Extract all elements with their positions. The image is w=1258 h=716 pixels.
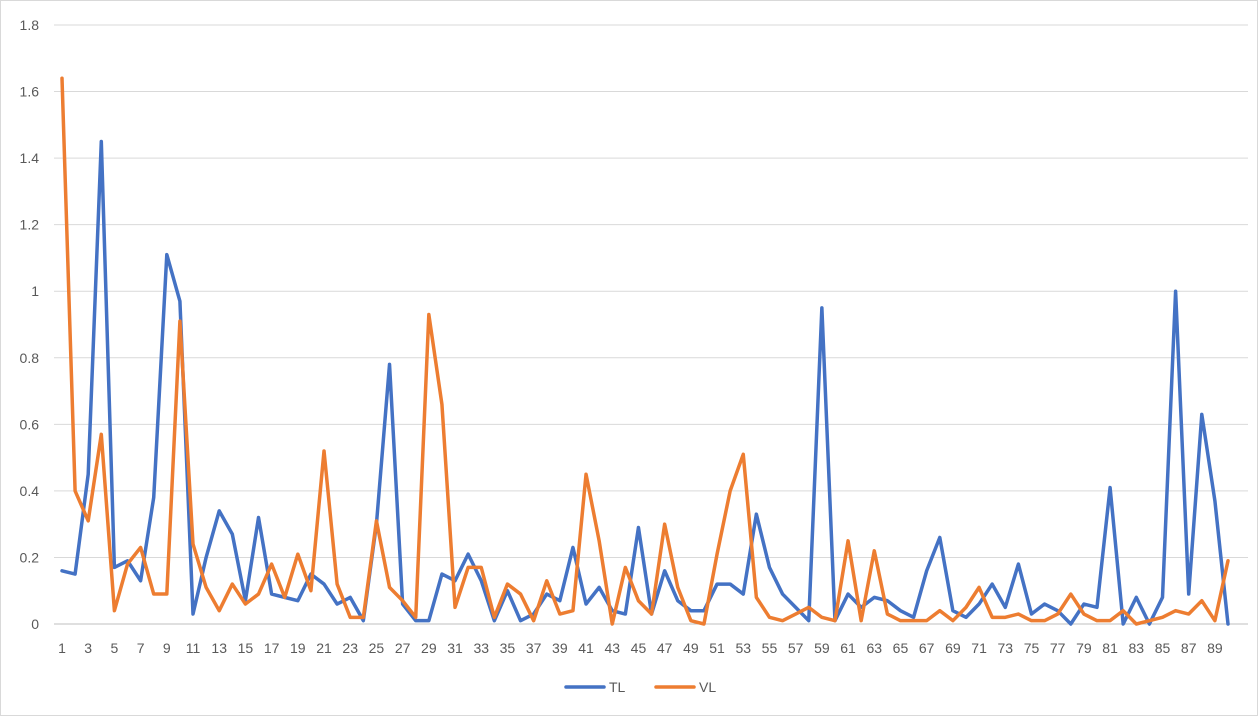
x-tick-label: 25 bbox=[369, 640, 385, 656]
y-tick-label: 0.8 bbox=[20, 350, 40, 366]
x-tick-label: 9 bbox=[163, 640, 171, 656]
x-tick-label: 65 bbox=[893, 640, 909, 656]
x-tick-label: 21 bbox=[316, 640, 332, 656]
legend-label-tl: TL bbox=[609, 679, 626, 695]
x-tick-label: 37 bbox=[526, 640, 542, 656]
x-tick-label: 63 bbox=[866, 640, 882, 656]
x-tick-label: 51 bbox=[709, 640, 725, 656]
x-tick-label: 77 bbox=[1050, 640, 1066, 656]
y-tick-label: 0.6 bbox=[20, 416, 40, 432]
x-tick-label: 87 bbox=[1181, 640, 1197, 656]
x-tick-label: 7 bbox=[137, 640, 145, 656]
x-axis-tick-labels: 1 3 5 7 9 11 13 15 17 19 21 23 25 27 29 31 33 35 37 39 41 43 4… bbox=[58, 640, 1223, 656]
x-tick-label: 89 bbox=[1207, 640, 1223, 656]
y-tick-label: 1 bbox=[31, 283, 39, 299]
x-tick-label: 73 bbox=[997, 640, 1013, 656]
x-tick-label: 29 bbox=[421, 640, 437, 656]
y-axis-tick-labels: 0 0.2 0.4 0.6 0.8 1 1.2 1.4 1.6 1.8 bbox=[20, 17, 40, 632]
x-tick-label: 3 bbox=[84, 640, 92, 656]
series-line-tl bbox=[60, 139, 1230, 626]
x-tick-label: 61 bbox=[840, 640, 856, 656]
x-tick-label: 81 bbox=[1102, 640, 1118, 656]
x-tick-label: 83 bbox=[1129, 640, 1145, 656]
x-tick-label: 67 bbox=[919, 640, 935, 656]
x-tick-label: 33 bbox=[473, 640, 489, 656]
legend: TL VL bbox=[564, 679, 716, 695]
x-tick-label: 79 bbox=[1076, 640, 1092, 656]
x-tick-label: 49 bbox=[683, 640, 699, 656]
x-tick-label: 35 bbox=[500, 640, 516, 656]
legend-label-vl: VL bbox=[699, 679, 716, 695]
x-tick-label: 39 bbox=[552, 640, 568, 656]
x-tick-label: 15 bbox=[238, 640, 254, 656]
x-tick-label: 85 bbox=[1155, 640, 1171, 656]
x-tick-label: 75 bbox=[1024, 640, 1040, 656]
x-tick-label: 13 bbox=[211, 640, 227, 656]
y-tick-label: 1.2 bbox=[20, 217, 40, 233]
x-tick-label: 47 bbox=[657, 640, 673, 656]
x-tick-label: 59 bbox=[814, 640, 830, 656]
y-tick-label: 1.8 bbox=[20, 17, 40, 33]
x-tick-label: 53 bbox=[735, 640, 751, 656]
y-tick-label: 0 bbox=[31, 616, 39, 632]
y-tick-label: 1.4 bbox=[20, 150, 40, 166]
x-tick-label: 41 bbox=[578, 640, 594, 656]
y-tick-label: 0.4 bbox=[20, 483, 40, 499]
series-lines bbox=[60, 76, 1230, 626]
x-tick-label: 17 bbox=[264, 640, 280, 656]
x-tick-label: 1 bbox=[58, 640, 66, 656]
x-tick-label: 23 bbox=[342, 640, 358, 656]
x-tick-label: 31 bbox=[447, 640, 463, 656]
series-line-vl bbox=[60, 76, 1230, 626]
x-tick-label: 19 bbox=[290, 640, 306, 656]
x-tick-label: 69 bbox=[945, 640, 961, 656]
x-tick-label: 11 bbox=[186, 640, 201, 656]
y-tick-label: 0.2 bbox=[20, 549, 40, 565]
y-tick-label: 1.6 bbox=[20, 84, 40, 100]
x-tick-label: 5 bbox=[111, 640, 119, 656]
x-tick-label: 27 bbox=[395, 640, 411, 656]
x-tick-label: 45 bbox=[631, 640, 647, 656]
x-tick-label: 55 bbox=[762, 640, 778, 656]
x-tick-label: 43 bbox=[604, 640, 620, 656]
x-tick-label: 57 bbox=[788, 640, 804, 656]
x-tick-label: 71 bbox=[971, 640, 987, 656]
